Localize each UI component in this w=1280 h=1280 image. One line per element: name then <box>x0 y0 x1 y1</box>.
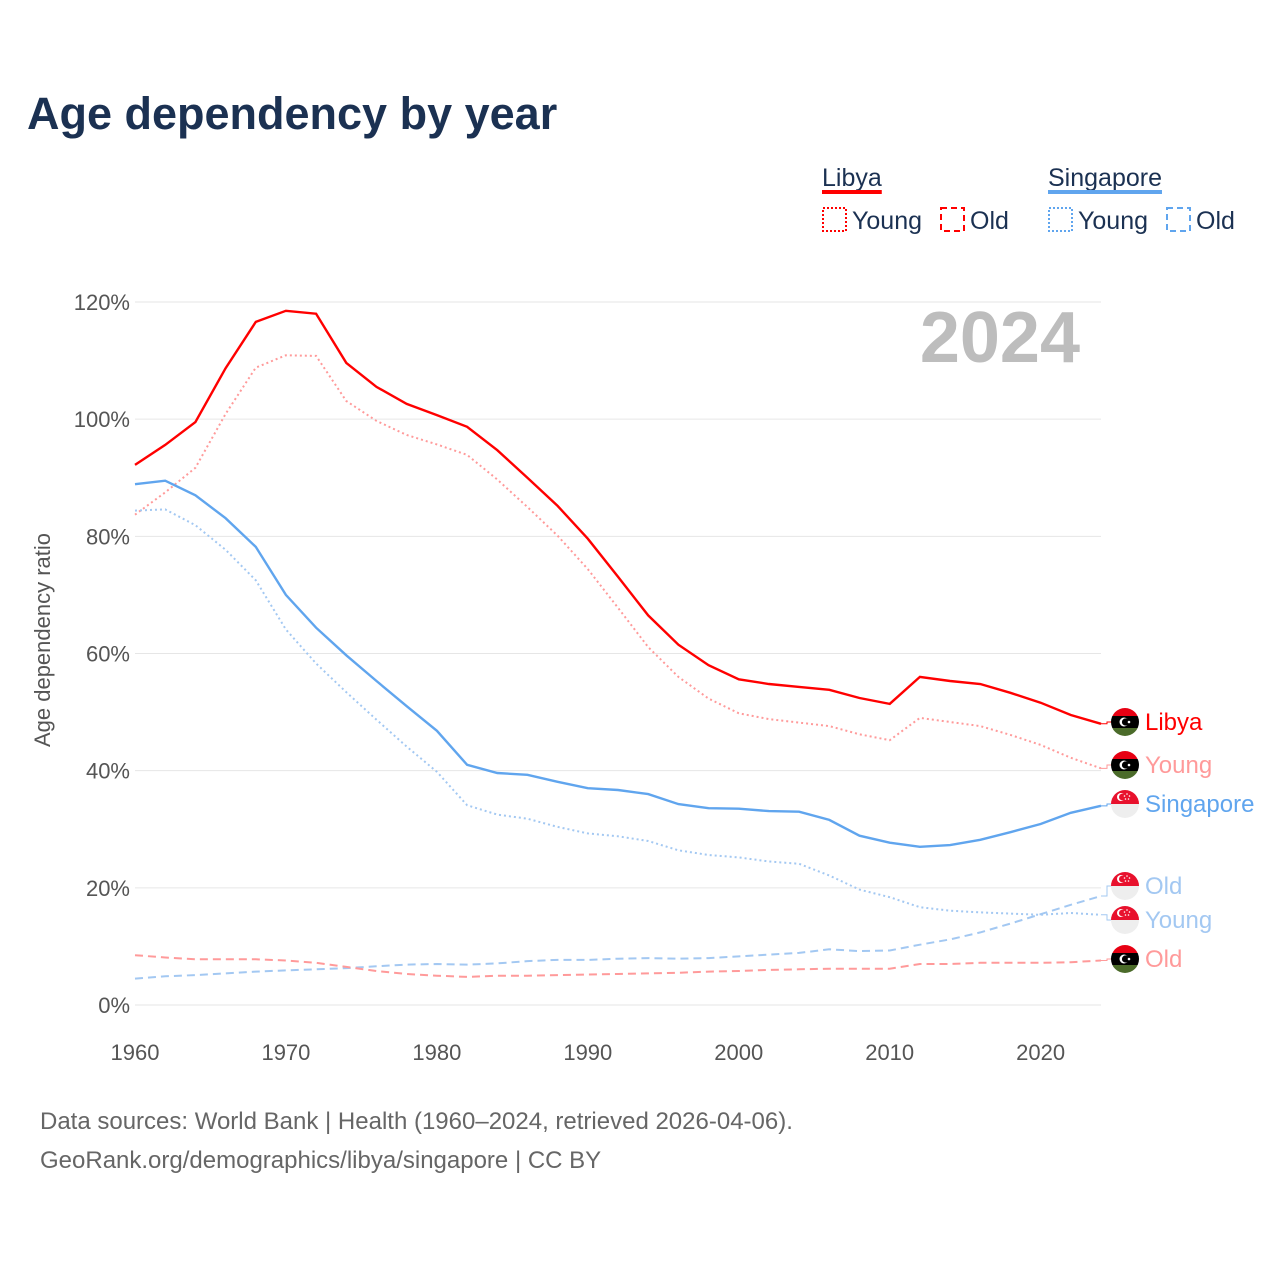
legend-group-underline <box>1048 190 1162 194</box>
x-tick-label: 1960 <box>111 1040 160 1065</box>
x-tick-label: 1980 <box>412 1040 461 1065</box>
dashed-swatch-icon <box>1166 207 1191 232</box>
x-tick-label: 1990 <box>563 1040 612 1065</box>
legend-item-old[interactable]: Old <box>970 207 1009 235</box>
chart-title: Age dependency by year <box>27 88 558 139</box>
label-connector <box>1101 721 1113 725</box>
end-labels: Libya Young Singapore Old Young Old <box>1101 708 1254 973</box>
libya-flag-icon <box>1111 945 1139 973</box>
dashed-swatch-icon <box>940 207 965 232</box>
x-tick-label: 2000 <box>714 1040 763 1065</box>
end-label: Libya <box>1145 709 1203 736</box>
libya-flag-icon <box>1111 708 1139 736</box>
label-connector <box>1101 914 1113 921</box>
y-tick-label: 80% <box>86 524 130 549</box>
y-tick-label: 40% <box>86 759 130 784</box>
y-tick-label: 120% <box>74 290 130 315</box>
series-line-libya-old <box>134 954 1102 978</box>
end-label: Young <box>1145 907 1212 934</box>
legend: Libya Young Old Singapore Young Old <box>822 164 1235 235</box>
y-tick-label: 100% <box>74 407 130 432</box>
series-lines <box>134 309 1102 980</box>
y-tick-label: 20% <box>86 876 130 901</box>
x-tick-label: 2010 <box>865 1040 914 1065</box>
label-connector <box>1101 803 1113 807</box>
x-tick-label: 1970 <box>261 1040 310 1065</box>
series-line-libya-young <box>134 354 1102 770</box>
singapore-flag-icon <box>1111 872 1139 900</box>
legend-group-singapore[interactable]: Singapore <box>1048 164 1162 192</box>
series-line-libya <box>134 309 1102 725</box>
dotted-swatch-icon <box>1048 207 1073 232</box>
dotted-swatch-icon <box>822 207 847 232</box>
y-axis-title: Age dependency ratio <box>30 533 55 747</box>
series-line-singapore-old <box>134 895 1102 980</box>
y-tick-label: 60% <box>86 642 130 667</box>
footer-attribution[interactable]: GeoRank.org/demographics/libya/singapore… <box>40 1147 602 1174</box>
label-connector <box>1101 764 1113 769</box>
end-label: Young <box>1145 752 1212 779</box>
grid: 0% 20% 40% 60% 80% 100% 120% 1960 1970 1980 1990 20… <box>74 290 1101 1065</box>
series-line-singapore-young <box>134 508 1102 916</box>
end-label: Old <box>1145 873 1182 900</box>
legend-item-old[interactable]: Old <box>1196 207 1235 235</box>
end-label: Singapore <box>1145 791 1254 818</box>
y-tick-label: 0% <box>98 993 130 1018</box>
libya-flag-icon <box>1111 751 1139 779</box>
footer-sources: Data sources: World Bank | Health (1960–… <box>40 1108 793 1135</box>
legend-group-libya[interactable]: Libya <box>822 164 882 192</box>
series-line-singapore <box>134 479 1102 849</box>
x-tick-label: 2020 <box>1016 1040 1065 1065</box>
year-badge: 2024 <box>920 298 1080 378</box>
legend-item-young[interactable]: Young <box>852 207 922 235</box>
label-connector <box>1101 958 1113 961</box>
legend-group-underline <box>822 190 882 194</box>
legend-item-young[interactable]: Young <box>1078 207 1148 235</box>
end-label: Old <box>1145 946 1182 973</box>
singapore-flag-icon <box>1111 906 1139 934</box>
label-connector <box>1101 885 1113 897</box>
singapore-flag-icon <box>1111 790 1139 818</box>
